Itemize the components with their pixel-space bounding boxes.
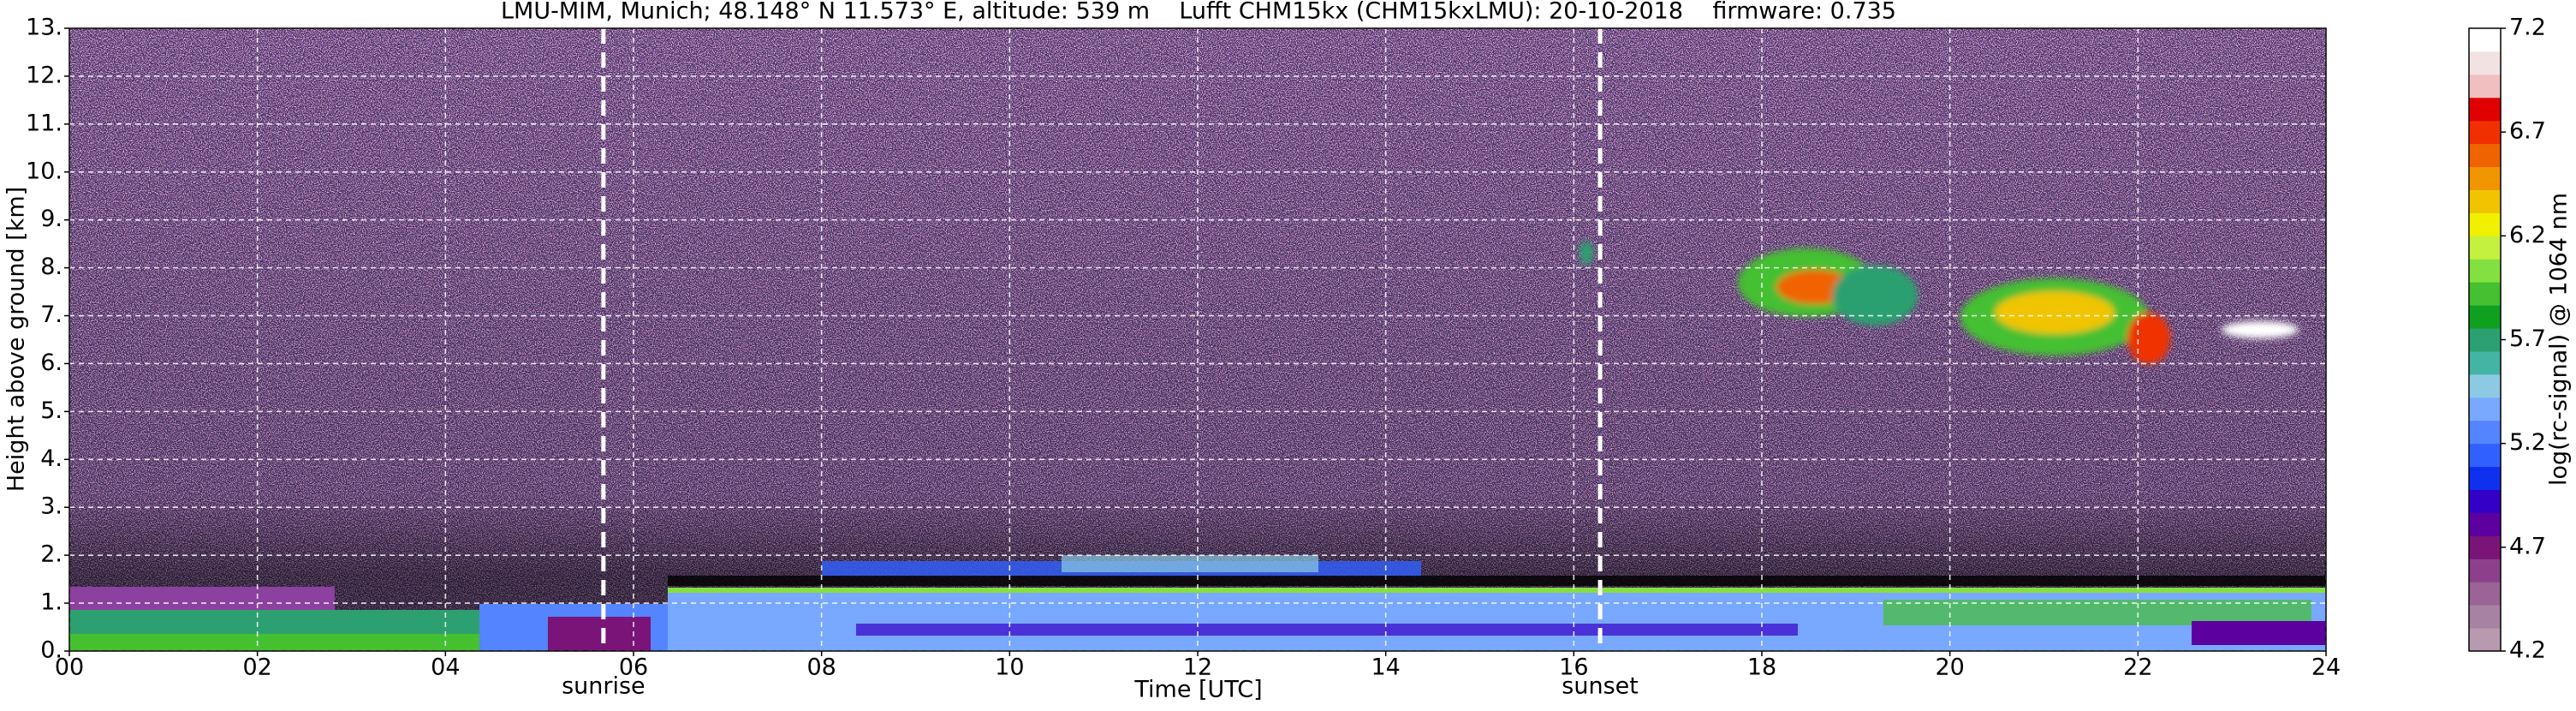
y-tick-label: 13. — [26, 15, 62, 41]
aerosol-layer — [1062, 555, 1318, 572]
x-tick-label: 00 — [55, 654, 84, 681]
colorbar-tick-label: 7.2 — [2509, 15, 2546, 41]
colorbar-segment — [2469, 512, 2501, 536]
y-tick-label: 4. — [40, 445, 62, 472]
colorbar-segment — [2469, 535, 2501, 559]
colorbar-segment — [2469, 97, 2501, 122]
colorbar-segment — [2469, 74, 2501, 99]
aerosol-layer — [548, 617, 651, 651]
colorbar-segment — [2469, 236, 2501, 260]
y-tick-label: 3. — [40, 493, 62, 520]
y-tick-label: 10. — [26, 158, 62, 184]
cloud — [1832, 266, 1918, 326]
y-tick-label: 9. — [40, 206, 62, 232]
colorbar-segment — [2469, 628, 2501, 652]
cloud — [2222, 321, 2299, 338]
aerosol-layer — [69, 587, 335, 612]
colorbar-segment — [2469, 420, 2501, 445]
x-tick-label: 20 — [1935, 654, 1964, 681]
y-axis-label: Height above ground [km] — [3, 187, 30, 492]
colorbar-segment — [2469, 489, 2501, 513]
heatmap-field — [68, 27, 2327, 652]
annotation-label: sunset — [1562, 673, 1639, 700]
colorbar-tick-label: 6.2 — [2509, 222, 2546, 248]
colorbar-tick-label: 4.7 — [2509, 533, 2546, 559]
colorbar-segment — [2469, 143, 2501, 168]
cloud — [1995, 291, 2115, 334]
colorbar-segment — [2469, 582, 2501, 606]
x-tick-label: 04 — [431, 654, 460, 681]
x-tick-label: 22 — [2123, 654, 2152, 681]
y-tick-label: 8. — [40, 254, 62, 280]
colorbar-segment — [2469, 350, 2501, 375]
colorbar-tick-label: 5.2 — [2509, 429, 2546, 456]
y-tick-label: 0. — [40, 637, 62, 664]
x-tick-label: 08 — [806, 654, 836, 681]
colorbar-segment — [2469, 397, 2501, 421]
cloud — [2127, 313, 2170, 364]
y-tick-label: 12. — [26, 62, 62, 88]
aerosol-layer — [2192, 621, 2326, 645]
colorbar-segment — [2469, 605, 2501, 629]
colorbar-segment — [2469, 305, 2501, 329]
y-tick-label: 11. — [26, 110, 62, 136]
colorbar-label: log(rc-signal) @ 1064 nm — [2546, 193, 2573, 486]
aerosol-layer — [69, 634, 515, 651]
aerosol-layer — [856, 624, 1798, 636]
colorbar-segment — [2469, 189, 2501, 213]
colorbar-tick-label: 6.7 — [2509, 118, 2546, 145]
aerosol-layer — [668, 588, 2326, 593]
y-tick-label: 5. — [40, 397, 62, 424]
colorbar-segment — [2469, 28, 2501, 52]
colorbar-segment — [2469, 443, 2501, 468]
colorbar-segment — [2469, 120, 2501, 145]
colorbar-segment — [2469, 259, 2501, 283]
x-tick-label: 02 — [242, 654, 271, 681]
x-tick-label: 24 — [2311, 654, 2341, 681]
chart-title: LMU-MIM, Munich; 48.148° N 11.573° E, al… — [501, 0, 1896, 25]
y-tick-label: 6. — [40, 350, 62, 376]
colorbar-segment — [2469, 51, 2501, 75]
x-tick-label: 10 — [995, 654, 1024, 681]
colorbar-segment — [2469, 559, 2501, 583]
x-tick-label: 16 — [1559, 654, 1588, 681]
colorbar-tick-label: 4.2 — [2509, 637, 2546, 664]
cloud — [1580, 241, 1593, 265]
colorbar-segment — [2469, 166, 2501, 190]
x-tick-label: 12 — [1183, 654, 1212, 681]
x-tick-label: 14 — [1371, 654, 1400, 681]
annotation-label: sunrise — [562, 673, 645, 700]
colorbar-segment — [2469, 282, 2501, 306]
colorbar-segment — [2469, 328, 2501, 352]
colorbar-segment — [2469, 466, 2501, 491]
y-tick-label: 2. — [40, 541, 62, 568]
cloud-group — [1580, 241, 2299, 364]
colorbar-tick-label: 5.7 — [2509, 326, 2546, 352]
colorbar-segment — [2469, 373, 2501, 398]
colorbar-segment — [2469, 212, 2501, 236]
aerosol-layer — [668, 576, 2326, 586]
x-tick-label: 18 — [1747, 654, 1776, 681]
x-tick-label: 06 — [619, 654, 648, 681]
y-tick-label: 1. — [40, 589, 62, 616]
x-axis-label: Time [UTC] — [1133, 677, 1262, 703]
y-tick-label: 7. — [40, 302, 62, 328]
